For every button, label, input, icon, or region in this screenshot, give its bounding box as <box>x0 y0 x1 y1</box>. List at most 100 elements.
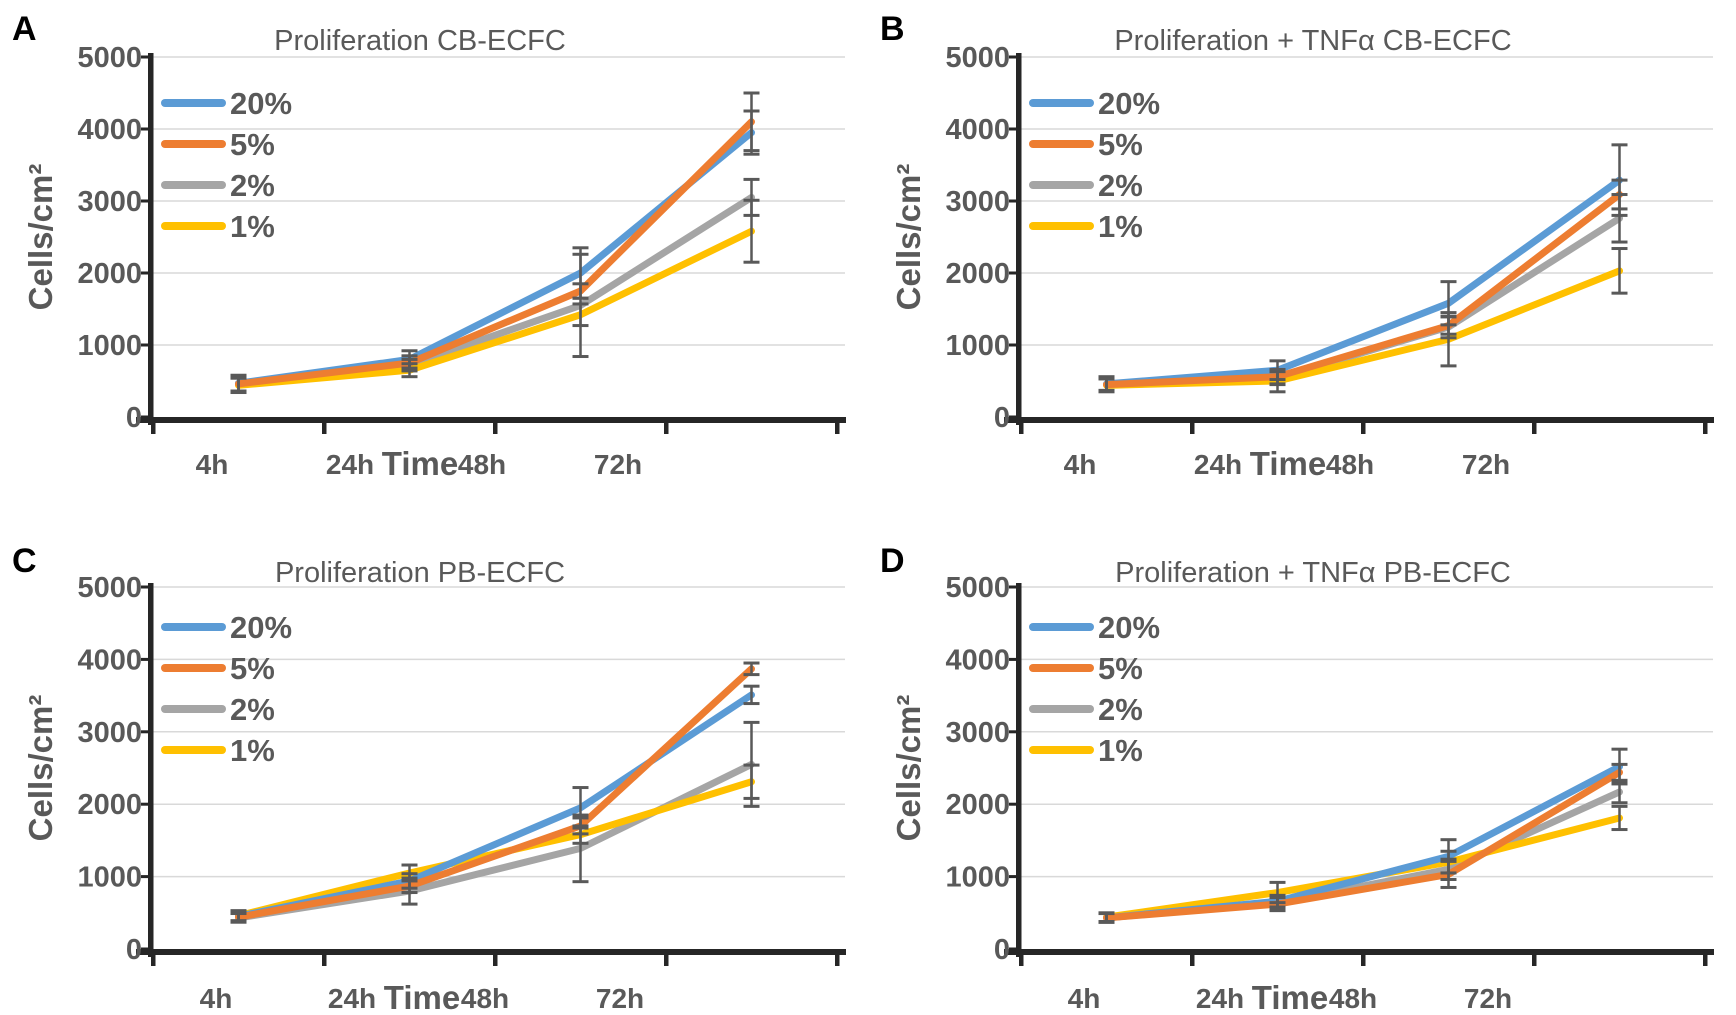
legend-label-2%: 2% <box>1098 692 1143 727</box>
x-axis-title: Time <box>1252 979 1328 1015</box>
panel-letter: B <box>880 10 905 48</box>
y-tick-label: 0 <box>126 402 142 434</box>
legend-label-20%: 20% <box>230 610 292 645</box>
series-line-5% <box>235 118 755 388</box>
chart-panel-a: 0 1000 2000 3000 4000 5000 Cells/cm² Proliferat… <box>12 10 846 482</box>
panel-title: Proliferation + TNFα PB-ECFC <box>1115 557 1511 589</box>
x-axis-tick-labels: 4h 24h 48h 72h <box>1068 983 1512 1014</box>
x-tick-label: 48h <box>458 449 506 480</box>
y-tick-label: 4000 <box>945 644 1010 676</box>
y-axis-tick-labels: 0 1000 2000 3000 4000 5000 <box>945 42 1010 434</box>
y-tick-label: 5000 <box>77 42 142 74</box>
x-tick-label: 4h <box>196 449 229 480</box>
x-axis-tick-labels: 4h 24h 48h 72h <box>1064 449 1510 480</box>
panel-letter: C <box>12 542 37 580</box>
legend: 20% 5% 2% 1% <box>1029 86 1160 244</box>
y-tick-label: 1000 <box>945 330 1010 362</box>
legend: 20% 5% 2% 1% <box>1029 610 1160 768</box>
y-tick-label: 2000 <box>77 258 142 290</box>
x-tick-label: 4h <box>1064 449 1097 480</box>
y-tick-label: 1000 <box>77 330 142 362</box>
y-tick-label: 1000 <box>77 862 142 894</box>
x-tick-label: 24h <box>1194 449 1242 480</box>
error-bars <box>230 91 760 395</box>
y-axis-tick-labels: 0 1000 2000 3000 4000 5000 <box>77 572 142 966</box>
panel-title: Proliferation + TNFα CB-ECFC <box>1114 25 1511 57</box>
series-line-5% <box>1103 191 1623 389</box>
series-lines <box>1103 763 1623 922</box>
axes <box>136 583 846 966</box>
legend: 20% 5% 2% 1% <box>161 86 292 244</box>
error-bars <box>1098 747 1628 924</box>
axes <box>1004 53 1714 434</box>
y-tick-label: 0 <box>126 934 142 966</box>
x-tick-label: 72h <box>1464 983 1512 1014</box>
x-tick-label: 72h <box>594 449 642 480</box>
axes <box>1004 583 1714 966</box>
panel-title: Proliferation CB-ECFC <box>274 25 566 57</box>
series-lines <box>235 665 755 922</box>
y-tick-label: 4000 <box>77 114 142 146</box>
legend-label-2%: 2% <box>1098 168 1143 203</box>
x-tick-label: 24h <box>326 449 374 480</box>
y-tick-label: 5000 <box>945 572 1010 604</box>
y-tick-label: 4000 <box>77 644 142 676</box>
y-tick-label: 3000 <box>945 186 1010 218</box>
x-axis-title: Time <box>382 445 458 482</box>
x-tick-label: 24h <box>1196 983 1244 1014</box>
x-tick-label: 48h <box>461 983 509 1014</box>
y-axis-tick-labels: 0 1000 2000 3000 4000 5000 <box>77 42 142 434</box>
legend-label-5%: 5% <box>230 651 275 686</box>
legend-label-5%: 5% <box>230 127 275 162</box>
legend-label-2%: 2% <box>230 168 275 203</box>
panel-b: 0 1000 2000 3000 4000 5000 Cells/cm² Proliferat… <box>868 0 1736 508</box>
series-line-5% <box>235 665 755 921</box>
legend-label-2%: 2% <box>230 692 275 727</box>
x-tick-label: 48h <box>1329 983 1377 1014</box>
series-line-1% <box>235 227 755 389</box>
panel-c: 0 1000 2000 3000 4000 5000 Cells/cm² Proliferat… <box>0 508 868 1015</box>
panel-letter: D <box>880 542 905 580</box>
legend-label-20%: 20% <box>230 86 292 121</box>
y-tick-label: 5000 <box>77 572 142 604</box>
y-tick-label: 0 <box>994 402 1010 434</box>
series-line-1% <box>1103 814 1623 921</box>
y-axis-title: Cells/cm² <box>890 164 927 311</box>
chart-panel-b: 0 1000 2000 3000 4000 5000 Cells/cm² Proliferat… <box>880 10 1714 482</box>
x-axis-title: Time <box>1250 445 1326 482</box>
x-tick-label: 72h <box>596 983 644 1014</box>
y-tick-label: 5000 <box>945 42 1010 74</box>
y-tick-label: 3000 <box>945 717 1010 749</box>
y-tick-label: 3000 <box>77 186 142 218</box>
gridlines <box>153 56 845 346</box>
x-axis-tick-labels: 4h 24h 48h 72h <box>200 983 644 1014</box>
y-tick-label: 1000 <box>945 862 1010 894</box>
y-tick-label: 2000 <box>945 258 1010 290</box>
panel-d: 0 1000 2000 3000 4000 5000 Cells/cm² Proliferat… <box>868 508 1736 1015</box>
y-axis-title: Cells/cm² <box>22 695 59 842</box>
chart-panel-c: 0 1000 2000 3000 4000 5000 Cells/cm² Proliferat… <box>12 542 846 1015</box>
series-lines <box>235 118 755 389</box>
legend-label-1%: 1% <box>230 209 275 244</box>
series-line-2% <box>235 193 755 389</box>
x-tick-label: 24h <box>328 983 376 1014</box>
x-tick-label: 48h <box>1326 449 1374 480</box>
legend: 20% 5% 2% 1% <box>161 610 292 768</box>
legend-label-1%: 1% <box>1098 209 1143 244</box>
y-axis-title: Cells/cm² <box>22 164 59 311</box>
y-tick-label: 4000 <box>945 114 1010 146</box>
y-axis-tick-labels: 0 1000 2000 3000 4000 5000 <box>945 572 1010 966</box>
y-tick-label: 3000 <box>77 717 142 749</box>
y-tick-label: 0 <box>994 934 1010 966</box>
gridlines <box>1021 56 1713 346</box>
x-tick-label: 72h <box>1462 449 1510 480</box>
error-bars <box>1098 143 1628 394</box>
series-line-20% <box>1103 763 1623 922</box>
error-bars <box>230 661 760 924</box>
legend-label-20%: 20% <box>1098 86 1160 121</box>
series-line-5% <box>1103 768 1623 922</box>
y-tick-label: 2000 <box>945 789 1010 821</box>
chart-panel-d: 0 1000 2000 3000 4000 5000 Cells/cm² Proliferat… <box>880 542 1714 1015</box>
x-tick-label: 4h <box>200 983 233 1014</box>
